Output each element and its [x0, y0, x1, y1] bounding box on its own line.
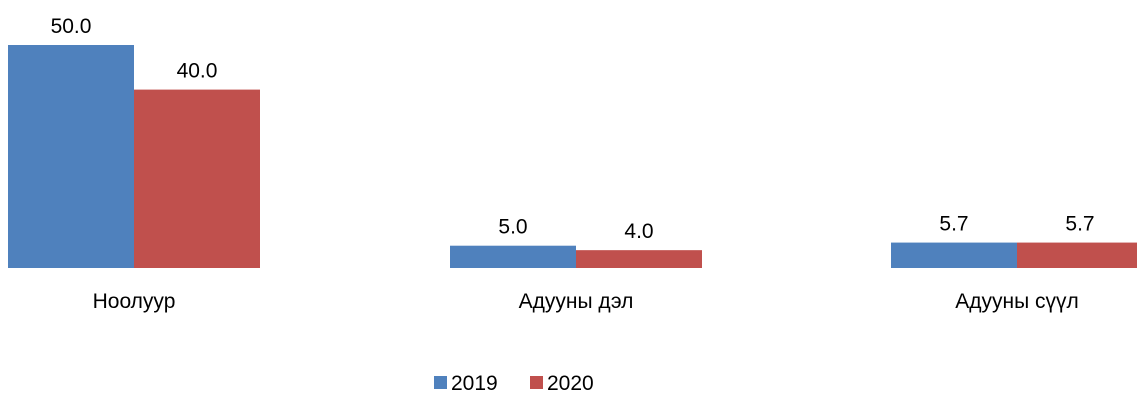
legend-swatch-2020: [530, 376, 543, 389]
value-label-2020-1: 4.0: [624, 220, 653, 243]
legend-label-2020: 2020: [547, 372, 594, 395]
value-label-2020-2: 5.7: [1065, 213, 1094, 236]
value-label-2020-0: 40.0: [177, 60, 218, 83]
category-label-1: Адууны дэл: [519, 290, 634, 313]
bar-2019-0: [8, 45, 134, 268]
legend: 2019 2020: [434, 372, 594, 395]
bar-2020-0: [134, 89, 260, 268]
value-labels-layer: 50.0 40.0 5.0 4.0 5.7 5.7: [51, 15, 1095, 243]
bar-2020-1: [576, 250, 702, 268]
value-label-2019-1: 5.0: [498, 216, 527, 239]
category-label-0: Ноолуур: [93, 290, 176, 313]
category-label-2: Адууны сүүл: [955, 290, 1079, 313]
bar-2020-2: [1017, 242, 1137, 268]
bar-2019-2: [891, 242, 1017, 268]
legend-swatch-2019: [434, 376, 447, 389]
value-label-2019-2: 5.7: [939, 213, 968, 236]
bar-2019-1: [450, 245, 576, 268]
value-label-2019-0: 50.0: [51, 15, 92, 38]
category-labels-layer: Ноолуур Адууны дэл Адууны сүүл: [93, 290, 1079, 313]
legend-label-2019: 2019: [451, 372, 498, 395]
bars-layer: [8, 45, 1137, 268]
